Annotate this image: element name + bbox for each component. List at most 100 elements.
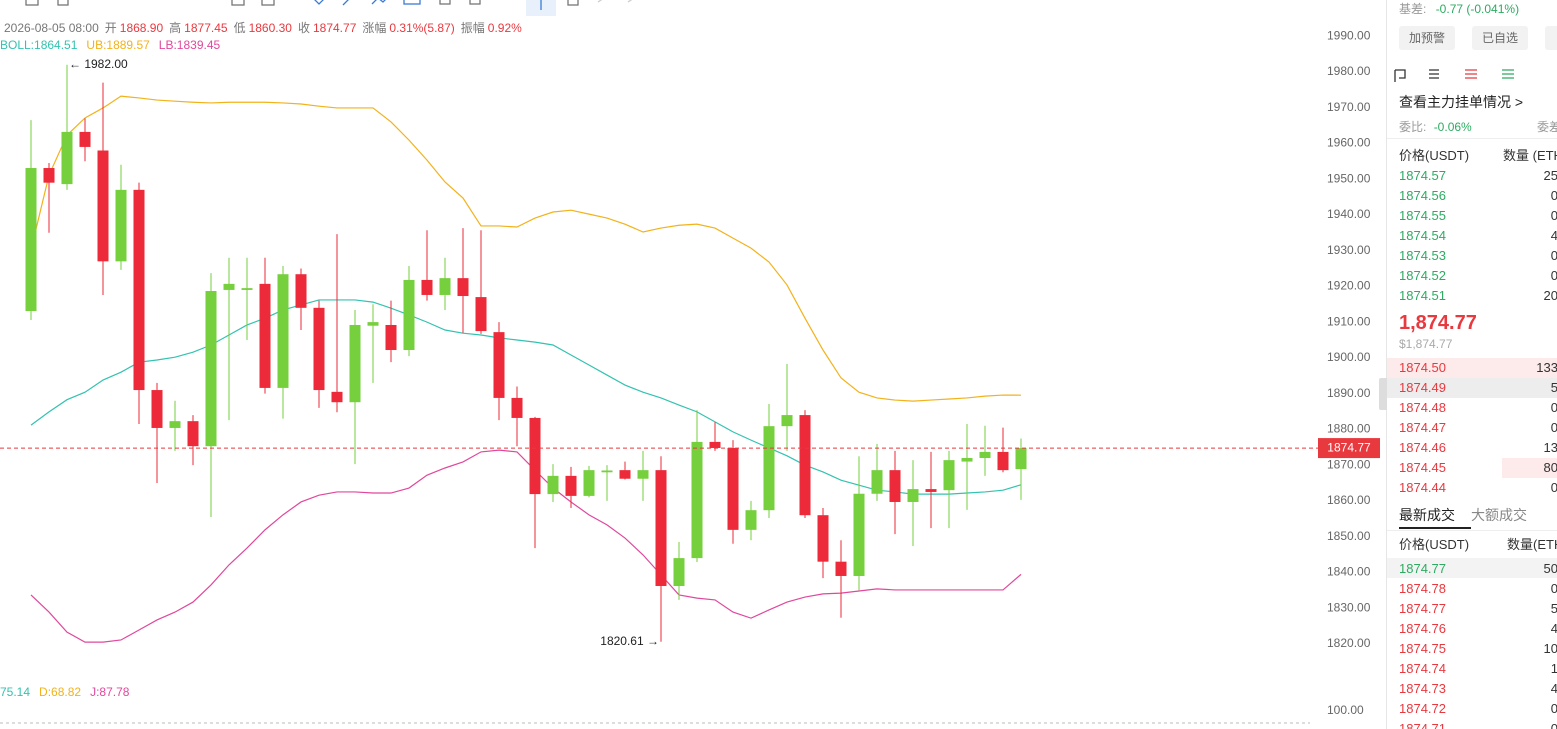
watchlist-button[interactable]: 已自选	[1472, 26, 1528, 50]
depth-link[interactable]: 查看主力挂单情况 >	[1399, 94, 1524, 110]
quantity: 0	[1551, 186, 1557, 206]
candle-body	[295, 274, 307, 308]
candle-body	[367, 322, 379, 326]
y-tick-label: 1850.00	[1327, 529, 1371, 543]
candle-body	[889, 470, 901, 502]
y-tick-label: 1960.00	[1327, 136, 1371, 150]
quantity: 80	[1543, 460, 1557, 475]
candle-body	[691, 441, 703, 559]
candle-body	[565, 475, 577, 496]
price: 1874.73	[1399, 681, 1446, 696]
quantity: 1	[1551, 659, 1557, 679]
band-line	[30, 299, 1022, 495]
candle-body	[133, 189, 145, 391]
ratio-label: 委比:	[1399, 120, 1427, 134]
tab-underline	[1399, 527, 1471, 529]
candle-body	[511, 397, 523, 418]
book-row: 1874.75 10	[1387, 639, 1557, 659]
quantity: 4	[1551, 679, 1557, 699]
candle-body	[241, 288, 253, 290]
y-tick-label: 1930.00	[1327, 243, 1371, 257]
info-value: 0.31%(5.87)	[389, 21, 455, 35]
price: 1874.48	[1399, 400, 1446, 415]
quantity: 0	[1551, 579, 1557, 599]
basis-label: 基差:	[1399, 2, 1427, 16]
book-row: 1874.44 0	[1387, 478, 1557, 498]
price: 1874.47	[1399, 420, 1446, 435]
candle-body	[835, 561, 847, 576]
quantity: 0	[1551, 206, 1557, 226]
y-tick-label: 1870.00	[1327, 457, 1371, 471]
price: 1874.72	[1399, 701, 1446, 716]
tab-large[interactable]: 大额成交	[1471, 507, 1527, 523]
y-tick-label: 1910.00	[1327, 314, 1371, 328]
candle-body	[817, 515, 829, 562]
last-usd: $1,874.77	[1399, 337, 1453, 351]
y-tick-label: 1970.00	[1327, 100, 1371, 114]
price: 1874.76	[1399, 621, 1446, 636]
price: 1874.78	[1399, 581, 1446, 596]
header-price: 价格(USDT)	[1399, 537, 1470, 552]
candle-body	[943, 460, 955, 491]
book-row: 1874.55 0	[1387, 206, 1557, 226]
candle-body	[259, 283, 271, 388]
quantity: 13	[1543, 440, 1557, 455]
info-value: 0.92%	[487, 21, 522, 35]
info-value: 1868.90	[119, 21, 164, 35]
candle-body	[457, 278, 469, 297]
candle-body	[61, 131, 73, 185]
info-label: 开	[104, 21, 117, 35]
quantity: 10	[1543, 641, 1557, 656]
candle-body	[781, 415, 793, 427]
last-price: 1,874.77	[1399, 312, 1477, 334]
last-price-label: 1874.77	[1327, 440, 1371, 454]
basis-row: 基差: -0.77 (-0.041%)	[1399, 0, 1519, 17]
info-label: 收	[297, 21, 310, 35]
book-row: 1874.77 50	[1387, 559, 1557, 579]
header-qty: 数量 (ETH	[1503, 148, 1557, 163]
y-tick-label: 1840.00	[1327, 565, 1371, 579]
price: 1874.45	[1399, 460, 1446, 475]
candle-body	[223, 283, 235, 290]
info-label: 振幅	[460, 21, 485, 35]
candle-body	[925, 489, 937, 492]
legend-entry: BOLL:1864.51	[0, 38, 78, 52]
price: 1874.74	[1399, 661, 1446, 676]
candle-body	[403, 279, 415, 351]
price: 1874.55	[1399, 208, 1446, 223]
kdj-legend: 75.14 D:68.82 J:87.78	[0, 685, 138, 699]
candle-body	[583, 470, 595, 496]
candle-body	[745, 510, 757, 530]
candle-body	[277, 274, 289, 388]
hover-row	[1387, 378, 1557, 398]
candle-body	[763, 426, 775, 511]
book-row: 1874.74 1	[1387, 659, 1557, 679]
candle-body	[349, 324, 361, 403]
legend-entry: UB:1889.57	[86, 38, 150, 52]
book-row: 1874.49 5	[1387, 378, 1557, 398]
price: 1874.52	[1399, 268, 1446, 283]
quantity: 0	[1551, 478, 1557, 498]
y-tick-label: 1990.00	[1327, 28, 1371, 42]
divider	[1387, 138, 1557, 139]
ohlc-info: 2026-08-05 08:00 开 1868.90 高 1877.45 低 1860.30…	[4, 19, 528, 36]
candle-body	[619, 470, 631, 479]
candle-body	[529, 417, 541, 495]
info-value: 1860.30	[248, 21, 292, 35]
quantity: 25	[1543, 168, 1557, 183]
quantity: 0	[1551, 699, 1557, 719]
book-row: 1874.73 4	[1387, 679, 1557, 699]
tab-latest[interactable]: 最新成交	[1399, 507, 1455, 523]
alert-button[interactable]: 加预警	[1399, 26, 1455, 50]
more-button[interactable]	[1545, 26, 1557, 50]
candle-body	[655, 470, 667, 586]
book-row: 1874.53 0	[1387, 246, 1557, 266]
side-panel: 基差: -0.77 (-0.041%) 加预警 已自选 查看主力挂单情况 > 委…	[1386, 0, 1557, 729]
info-value: 1877.45	[184, 21, 228, 35]
ratio-value: -0.06%	[1433, 120, 1472, 134]
collapse-handle[interactable]	[1379, 378, 1387, 410]
candle-body	[673, 558, 685, 586]
candle-body	[169, 421, 181, 428]
quantity: 5	[1551, 378, 1557, 398]
